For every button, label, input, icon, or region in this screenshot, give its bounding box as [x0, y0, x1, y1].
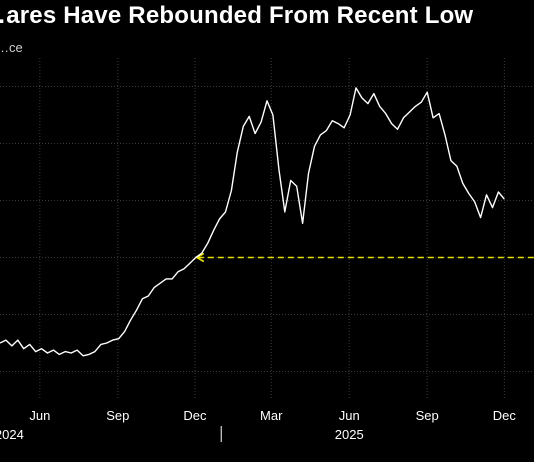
- x-tick-label-month: Sep: [106, 408, 129, 423]
- price-series-line: [0, 87, 505, 357]
- series-layer: [0, 87, 505, 357]
- x-tick-label-year: 2024: [0, 427, 24, 442]
- gridlines: [0, 58, 534, 400]
- x-tick-label-month: Jun: [339, 408, 360, 423]
- chart-title: …ares Have Rebounded From Recent Low: [0, 2, 474, 29]
- x-tick-label-month: Jun: [29, 408, 50, 423]
- x-tick-label-month: Dec: [493, 408, 517, 423]
- chart-subtitle: …ce: [0, 40, 23, 55]
- reference-line: [195, 252, 534, 263]
- x-tick-label-year: 2025: [335, 427, 364, 442]
- x-axis: Jun Sep Dec Mar Jun Sep Dec 2024 2025: [0, 408, 516, 442]
- x-tick-label-month: Dec: [183, 408, 207, 423]
- x-tick-label-month: Mar: [260, 408, 283, 423]
- x-tick-label-month: Sep: [416, 408, 439, 423]
